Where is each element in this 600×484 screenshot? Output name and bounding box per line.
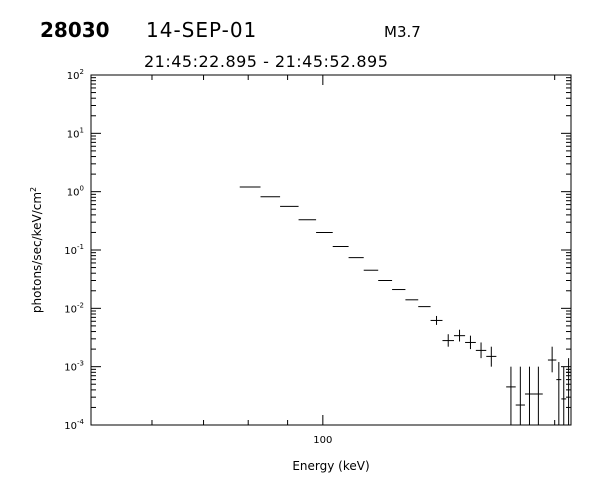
y-axis-label: photons/sec/keV/cm2 — [29, 187, 44, 313]
x-tick-label: 100 — [313, 435, 332, 446]
axis-ticks — [90, 74, 571, 426]
y-tick-label-exp: 2 — [80, 68, 84, 76]
data-point — [506, 366, 516, 425]
x-axis-label: Energy (keV) — [292, 459, 369, 473]
data-point — [430, 315, 443, 325]
y-tick-label-exp: -3 — [77, 360, 84, 368]
data-point — [475, 342, 487, 359]
y-tick-label: 10-2 — [64, 301, 84, 315]
y-tick-label-exp: 1 — [80, 126, 84, 134]
event-id: 28030 — [40, 18, 110, 42]
y-tick-label-exp: -2 — [77, 301, 84, 309]
plot-frame — [90, 74, 572, 426]
y-tick-label: 102 — [67, 68, 84, 82]
y-tick-label-base: 10 — [67, 71, 80, 82]
data-points — [239, 186, 571, 425]
y-tick-label-base: 10 — [64, 246, 77, 257]
y-tick-label-exp: 0 — [80, 185, 84, 193]
data-point — [442, 334, 454, 347]
data-point — [465, 335, 476, 350]
y-tick-label: 100 — [67, 185, 84, 199]
flare-class: M3.7 — [384, 23, 421, 41]
data-point — [561, 366, 567, 425]
y-tick-label-exp: -4 — [77, 418, 85, 426]
y-tick-label-base: 10 — [67, 188, 80, 199]
y-tick-label-base: 10 — [64, 304, 77, 315]
y-tick-label-base: 10 — [64, 363, 77, 374]
y-axis-label-base: photons/sec/keV/cm — [30, 192, 44, 313]
data-point — [533, 366, 543, 425]
event-date: 14-SEP-01 — [146, 18, 257, 42]
time-range: 21:45:22.895 - 21:45:52.895 — [144, 52, 388, 71]
data-point — [453, 329, 466, 342]
y-tick-label: 10-3 — [64, 360, 84, 374]
data-point — [486, 346, 497, 367]
data-point — [524, 366, 534, 425]
y-tick-label-base: 10 — [64, 421, 77, 432]
y-tick-label-base: 10 — [67, 129, 80, 140]
data-point — [566, 358, 571, 425]
data-point — [556, 362, 562, 425]
data-point — [515, 366, 525, 425]
y-axis-label-sup: 2 — [29, 187, 38, 192]
y-tick-label: 10-4 — [64, 418, 84, 432]
data-point — [547, 346, 557, 373]
y-tick-label: 101 — [67, 126, 84, 140]
y-tick-label: 10-1 — [64, 243, 84, 257]
y-tick-label-exp: -1 — [77, 243, 84, 251]
